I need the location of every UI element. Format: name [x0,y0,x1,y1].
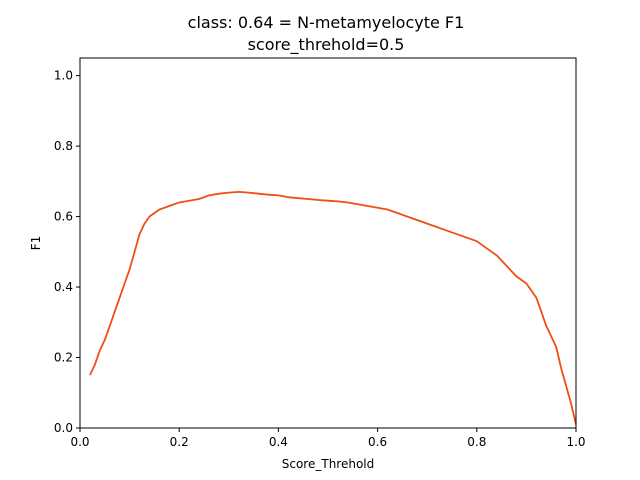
y-axis-label: F1 [29,236,43,251]
x-tick-label: 0.4 [269,435,288,449]
x-tick-label: 0.2 [170,435,189,449]
f1-series-line [89,190,577,425]
y-tick-label: 0.2 [54,351,73,365]
y-tick-label: 0.4 [54,280,73,294]
x-tick-label: 1.0 [566,435,585,449]
y-tick-label: 1.0 [54,69,73,83]
x-tick-label: 0.8 [467,435,486,449]
y-tick-label: 0.8 [54,139,73,153]
x-axis-label: Score_Threhold [282,457,375,471]
chart-title: class: 0.64 = N-metamyelocyte F1 [188,13,465,32]
x-axis: 0.0 0.2 0.4 0.6 0.8 1.0 [70,428,586,449]
y-axis: 0.0 0.2 0.4 0.6 0.8 1.0 [54,69,80,435]
x-tick-label: 0.6 [368,435,387,449]
chart-subtitle: score_threhold=0.5 [248,35,405,55]
x-tick-label: 0.0 [70,435,89,449]
plot-frame [79,57,577,429]
y-tick-label: 0.6 [54,210,73,224]
plot-area [89,190,577,425]
y-tick-label: 0.0 [54,421,73,435]
